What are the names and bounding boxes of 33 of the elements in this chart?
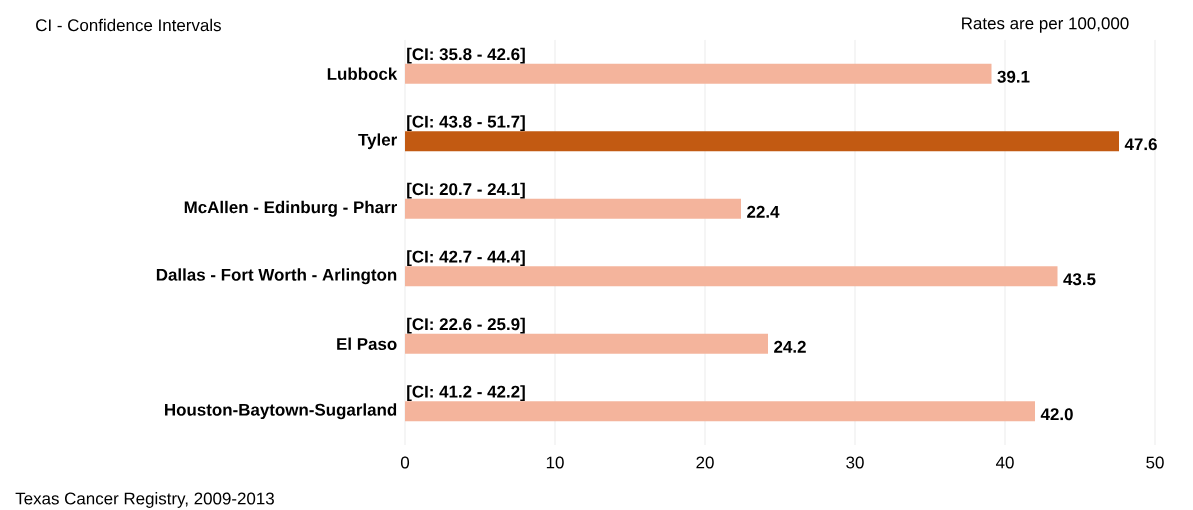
x-tick-label: 50 <box>1146 456 1164 469</box>
y-tick-label: Tyler <box>358 133 397 150</box>
annotation: [CI: 35.8 - 42.6] <box>407 47 525 64</box>
bar <box>405 63 992 84</box>
annotation: [CI: 41.2 - 42.2] <box>407 385 525 402</box>
data-label: 39.1 <box>997 70 1030 83</box>
annotation: [CI: 20.7 - 24.1] <box>407 182 525 199</box>
x-tick-label: 30 <box>846 456 864 469</box>
x-tick-label: 20 <box>696 456 714 469</box>
text: Texas Cancer Registry, 2009-2013 <box>15 492 274 508</box>
text: CI - Confidence Intervals <box>36 18 221 32</box>
bar <box>405 401 1036 422</box>
x-tick-label: 10 <box>546 456 564 469</box>
data-label: 24.2 <box>774 340 806 353</box>
y-tick-label: Houston-Baytown-Sugarland <box>165 403 397 420</box>
y-tick-label: Lubbock <box>327 67 398 80</box>
text: Rates are per 100,000 <box>962 17 1129 33</box>
data-label: 22.4 <box>747 205 780 218</box>
bar <box>405 131 1120 152</box>
bar <box>405 333 769 354</box>
y-tick-label: Dallas - Fort Worth - Arlington <box>156 268 397 285</box>
bar <box>405 266 1058 287</box>
x-tick-label: 40 <box>995 456 1014 469</box>
data-label: 42.0 <box>1040 408 1073 421</box>
annotation: [CI: 42.7 - 44.4] <box>407 250 525 267</box>
bar <box>405 198 742 219</box>
annotation: [CI: 43.8 - 51.7] <box>407 115 525 132</box>
annotation: [CI: 22.6 - 25.9] <box>407 317 525 334</box>
x-tick-label: 0 <box>400 456 410 469</box>
y-tick-label: El Paso <box>337 337 397 350</box>
data-label: 47.6 <box>1124 138 1157 151</box>
y-tick-label: McAllen - Edinburg - Pharr <box>184 200 397 217</box>
data-label: 43.5 <box>1063 273 1096 286</box>
